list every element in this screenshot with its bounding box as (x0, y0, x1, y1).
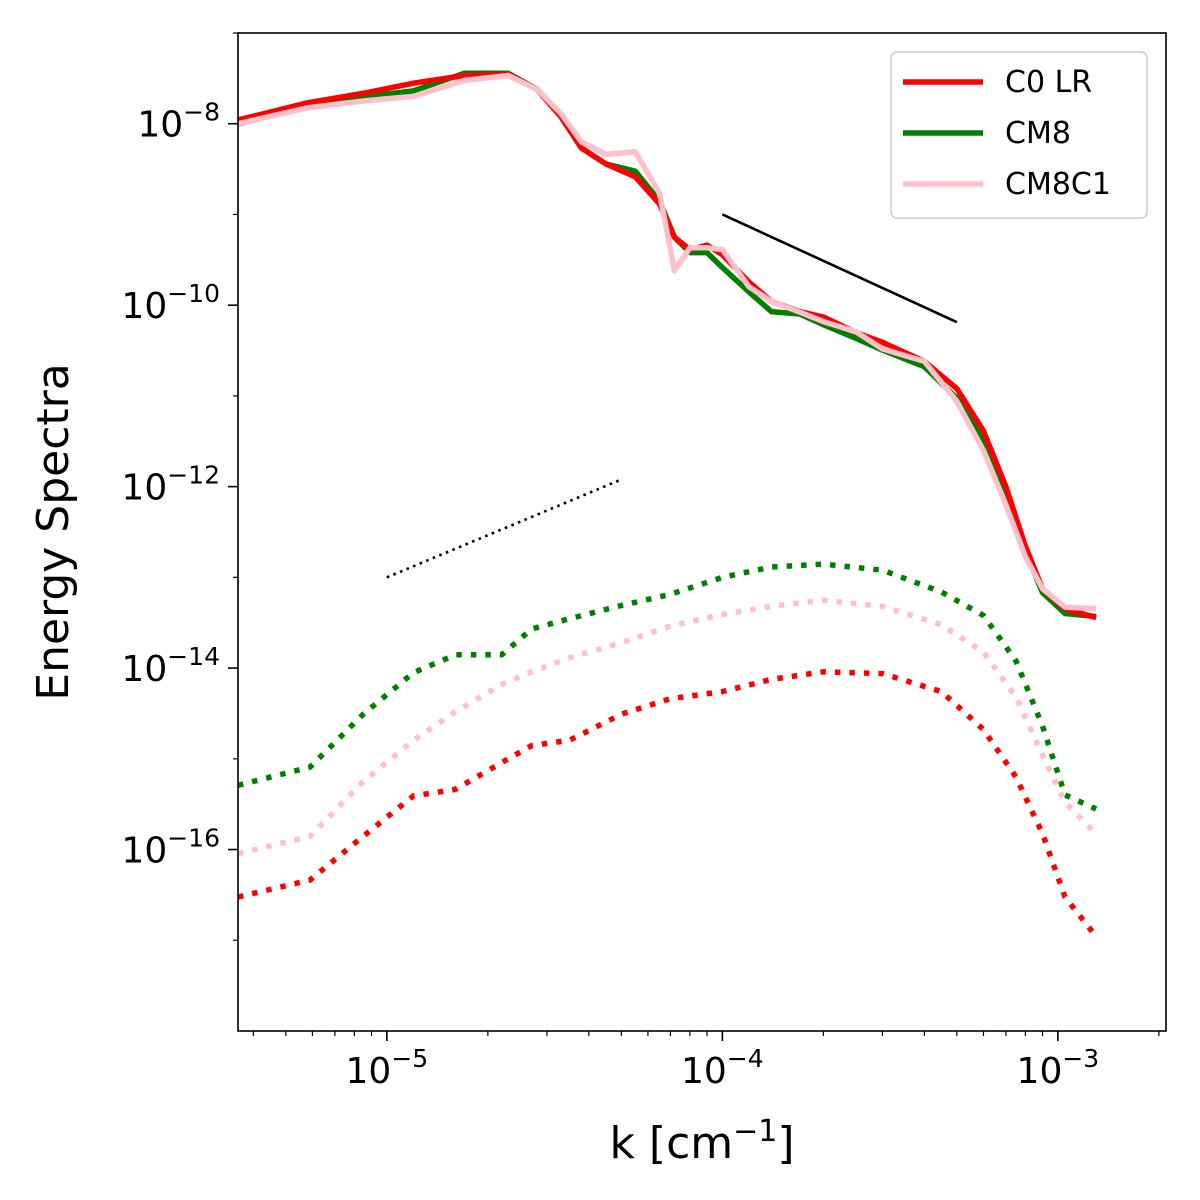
x-tick-label: 10−4 (681, 1044, 764, 1092)
series-layer (238, 70, 1099, 939)
tick-layer: 10−5 10−4 10−3 10−8 10−10 10−12 10−14 10−16 (121, 32, 1160, 1092)
x-axis-label: k [cm−1] (609, 1114, 794, 1169)
legend-label-cm8: CM8 (1005, 116, 1071, 151)
legend-label-c0-lr: C0 LR (1005, 65, 1092, 100)
y-tick-label: 10−12 (121, 461, 220, 509)
x-tick-label: 10−3 (1017, 1044, 1100, 1092)
y-tick-label: 10−8 (137, 98, 220, 146)
legend-label-cm8c1: CM8C1 (1005, 167, 1111, 202)
y-tick-label: 10−14 (121, 642, 220, 690)
series-line-cm8c1-dotted (238, 597, 1099, 857)
series-line-cm8-dotted (238, 561, 1098, 812)
series-line-cm8c1 (238, 72, 1097, 612)
reference-line-solid-slope (721, 213, 958, 324)
x-tick-label: 10−5 (346, 1044, 429, 1092)
legend-box (890, 51, 1148, 219)
y-tick-label: 10−16 (121, 824, 220, 872)
y-tick-label: 10−10 (121, 279, 220, 327)
series-line-c0-lr-dotted (238, 669, 1099, 939)
y-axis-label: Energy Spectra (28, 363, 79, 700)
plot-frame (237, 32, 1167, 1032)
legend: C0 LR CM8 CM8C1 (890, 51, 1148, 219)
